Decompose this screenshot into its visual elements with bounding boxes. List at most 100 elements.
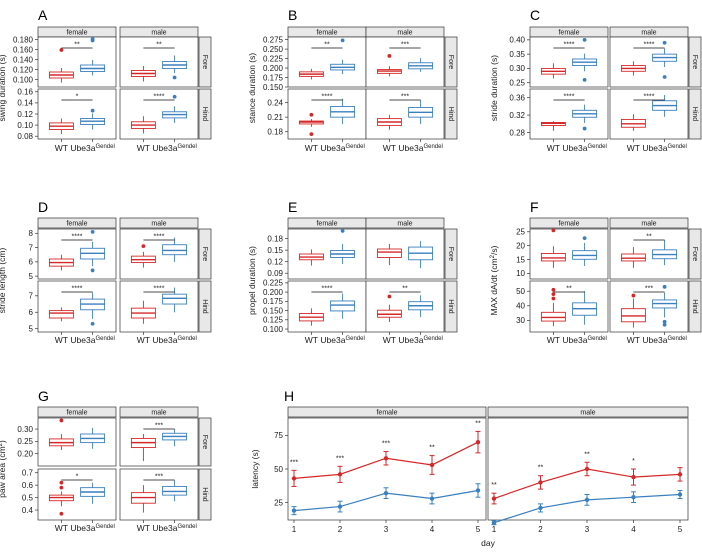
box-male-wt	[376, 244, 402, 266]
strip-label: Hind	[201, 299, 208, 314]
y-tick-label: 0.175	[263, 297, 284, 306]
panel-letter: A	[38, 7, 48, 23]
box-male-ube3a	[162, 55, 188, 80]
outlier-point	[309, 112, 314, 117]
strip-male	[487, 406, 689, 418]
y-tick-label: 0.25	[17, 437, 33, 446]
outlier-point	[631, 293, 636, 298]
y-tick-label: 0.160	[13, 45, 34, 54]
panel-letter: E	[288, 199, 297, 215]
strip-fore	[198, 417, 212, 467]
y-tick-label: 0.28	[509, 128, 525, 137]
strip-fore	[688, 36, 702, 88]
box-female-ube3a	[80, 292, 106, 326]
y-axis-title: propel duration (s)	[247, 246, 257, 315]
panel-letter: B	[288, 7, 297, 23]
y-tick-label: 0.4	[22, 506, 34, 515]
box-female-ube3a	[80, 229, 106, 273]
box-female-ube3a	[80, 108, 106, 130]
box-male-wt	[620, 114, 646, 131]
data-point	[631, 474, 636, 480]
x-tick-label: Ube3aGendel	[398, 335, 442, 345]
y-tick-label: 50	[274, 465, 283, 474]
sig-label: ***	[336, 455, 344, 462]
x-tick-label: Ube3aGendel	[642, 143, 686, 153]
y-tick-label: 5	[29, 272, 34, 281]
box-female-wt	[48, 418, 74, 450]
x-tick-label: WT	[305, 143, 318, 153]
outlier-point	[59, 511, 64, 516]
sig-label: ****	[644, 94, 655, 101]
y-tick-label: 0.7	[22, 469, 34, 478]
x-tick-label: WT	[137, 335, 150, 345]
y-tick-label: 0.180	[13, 35, 34, 44]
sig-label: **	[156, 42, 162, 49]
data-point	[584, 466, 590, 472]
outlier-point	[551, 296, 556, 301]
strip-female	[37, 406, 117, 418]
box-male-ube3a	[408, 58, 434, 72]
x-axis-title: day	[481, 538, 495, 548]
outlier-point	[662, 284, 667, 289]
strip-label: female	[558, 221, 579, 228]
sig-label: **	[74, 42, 80, 49]
box-female-wt	[298, 68, 324, 80]
outlier-point	[90, 37, 95, 41]
data-point	[631, 494, 636, 500]
y-tick-label: 0.20	[17, 449, 33, 458]
panel-letter: C	[530, 7, 540, 23]
data-point	[291, 508, 297, 513]
y-tick-label: 0.08	[17, 132, 33, 141]
panel-male-hind	[365, 280, 445, 333]
strip-male	[365, 217, 445, 229]
data-point	[475, 488, 481, 493]
y-tick-label: 0.18	[267, 128, 283, 137]
box-male-wt	[130, 485, 156, 513]
y-tick-label: 8	[29, 229, 34, 238]
panel-letter: F	[530, 199, 539, 215]
strip-male	[119, 406, 199, 418]
y-axis-title: latency (s)	[250, 449, 260, 488]
data-point	[291, 476, 297, 481]
x-tick-label: WT	[55, 335, 68, 345]
box-female-ube3a	[80, 37, 106, 76]
y-axis-title: swing duration (s)	[0, 54, 7, 121]
x-tick-label: Ube3aGendel	[70, 143, 114, 153]
data-point	[429, 462, 435, 468]
box-male-wt	[376, 114, 402, 130]
y-tick-label: 0.140	[13, 55, 34, 64]
box-male-wt	[130, 300, 156, 324]
outlier-point	[59, 418, 64, 423]
box-male-wt	[376, 294, 402, 323]
x-tick-label: WT	[55, 143, 68, 153]
box-female-wt	[540, 121, 566, 131]
panel-letter: H	[284, 388, 294, 404]
box-male-ube3a	[652, 240, 678, 266]
outlier-point	[387, 294, 392, 299]
y-tick-label: 0.30	[509, 64, 525, 73]
outlier-point	[141, 244, 146, 249]
outlier-point	[90, 229, 95, 234]
box-male-ube3a	[162, 287, 188, 313]
y-tick-label: 0.100	[13, 75, 34, 84]
y-tick-label: 6	[29, 308, 34, 317]
data-point	[429, 496, 435, 501]
sig-label: ****	[322, 94, 333, 101]
box-male-ube3a	[652, 40, 678, 79]
y-tick-label: 0.21	[267, 113, 283, 122]
box-female-wt	[298, 308, 324, 326]
outlier-point	[172, 75, 177, 80]
x-tick-label: 1	[492, 525, 497, 534]
panel-letter: G	[38, 388, 49, 404]
x-tick-label: WT	[627, 335, 640, 345]
outlier-point	[582, 77, 587, 82]
sig-label: ***	[382, 441, 390, 448]
outlier-point	[551, 287, 556, 292]
y-tick-label: 0.24	[267, 98, 283, 107]
strip-hind	[688, 280, 702, 333]
box-body	[330, 300, 356, 312]
sig-label: **	[646, 234, 652, 241]
y-axis-title: stride length (cm)	[0, 248, 7, 314]
